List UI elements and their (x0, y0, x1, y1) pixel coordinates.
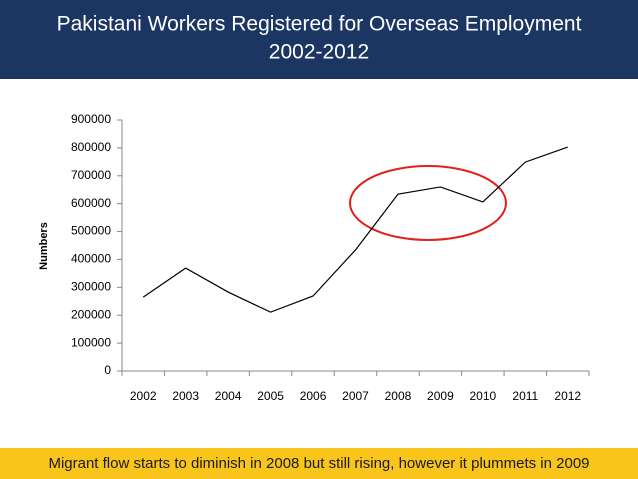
x-tick-label: 2007 (342, 389, 369, 403)
y-tick-label: 900000 (71, 112, 111, 126)
y-tick-label: 800000 (71, 140, 111, 154)
x-tick-label: 2005 (257, 389, 284, 403)
x-tick-label: 2009 (427, 389, 454, 403)
y-tick-label: 0 (104, 363, 111, 377)
title-band (0, 0, 638, 79)
chart-title: 2002-2012 (269, 41, 369, 64)
highlight-ellipse (349, 165, 507, 241)
x-tick-label: 2004 (215, 389, 242, 403)
annotation-band: Migrant flow starts to diminish in 2008 … (0, 448, 638, 479)
y-tick-label: 300000 (71, 280, 111, 294)
x-tick-label: 2012 (554, 389, 581, 403)
y-tick-label: 100000 (71, 335, 111, 349)
y-tick-label: 500000 (71, 224, 111, 238)
x-tick-label: 2011 (512, 389, 538, 403)
y-axis-label: Numbers (38, 222, 50, 270)
x-tick-label: 2010 (470, 389, 497, 403)
y-tick-label: 200000 (71, 307, 111, 321)
y-tick-label: 400000 (71, 252, 111, 266)
x-tick-label: 2006 (300, 389, 327, 403)
y-tick-label: 700000 (71, 168, 111, 182)
annotation: Migrant flow starts to diminish in 2008 … (48, 455, 590, 472)
x-tick-label: 2002 (130, 389, 157, 403)
x-tick-label: 2003 (172, 389, 199, 403)
x-tick-label: 2008 (385, 389, 412, 403)
chart-title: Pakistani Workers Registered for Oversea… (57, 13, 582, 36)
y-tick-label: 600000 (71, 196, 111, 210)
data-line (142, 146, 568, 313)
